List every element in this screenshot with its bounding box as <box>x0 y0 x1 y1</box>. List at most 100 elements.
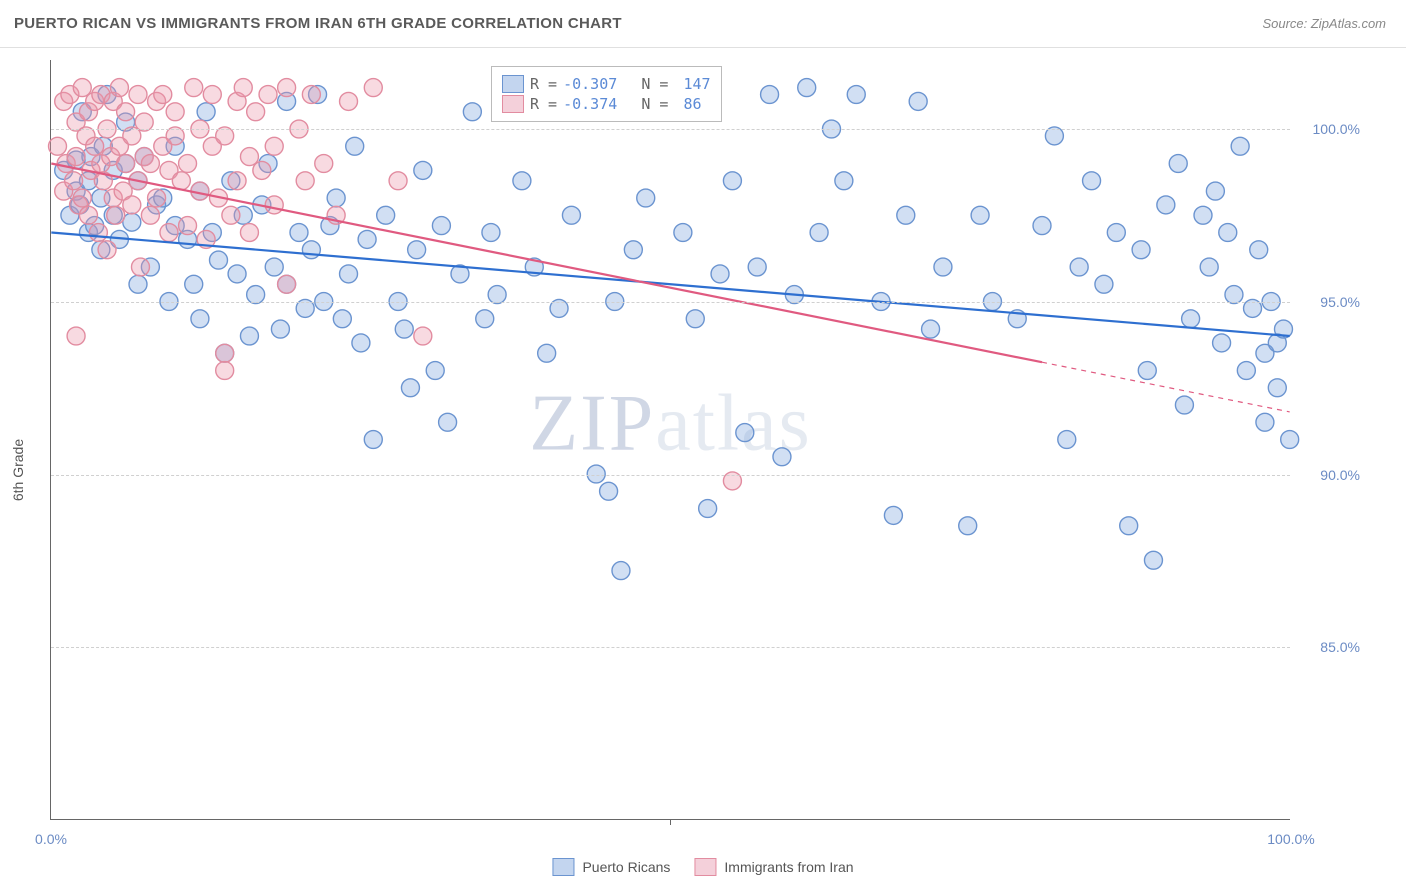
data-point <box>364 79 382 97</box>
legend-item: Immigrants from Iran <box>694 858 853 876</box>
data-point <box>340 265 358 283</box>
data-point <box>377 206 395 224</box>
data-point <box>1206 182 1224 200</box>
data-point <box>191 310 209 328</box>
data-point <box>482 224 500 242</box>
legend-item: Puerto Ricans <box>552 858 670 876</box>
data-point <box>847 86 865 104</box>
data-point <box>333 310 351 328</box>
data-point <box>959 517 977 535</box>
data-point <box>185 275 203 293</box>
data-point <box>736 424 754 442</box>
data-point <box>1219 224 1237 242</box>
data-point <box>203 86 221 104</box>
gridline <box>51 302 1290 303</box>
y-tick-label: 90.0% <box>1300 467 1360 483</box>
trend-line <box>51 164 1042 363</box>
data-point <box>711 265 729 283</box>
data-point <box>1033 217 1051 235</box>
data-point <box>141 155 159 173</box>
legend-swatch <box>502 75 524 93</box>
data-point <box>1083 172 1101 190</box>
y-tick-label: 95.0% <box>1300 294 1360 310</box>
data-point <box>1213 334 1231 352</box>
stat-label-r: R = <box>530 95 557 113</box>
source-credit: Source: ZipAtlas.com <box>1262 16 1386 31</box>
stat-label-n: N = <box>623 95 668 113</box>
data-point <box>1250 241 1268 259</box>
data-point <box>315 155 333 173</box>
data-point <box>123 213 141 231</box>
data-point <box>358 230 376 248</box>
data-point <box>265 137 283 155</box>
data-point <box>160 224 178 242</box>
data-point <box>240 224 258 242</box>
data-point <box>228 172 246 190</box>
data-point <box>897 206 915 224</box>
data-point <box>228 265 246 283</box>
data-point <box>265 196 283 214</box>
gridline <box>51 475 1290 476</box>
data-point <box>1107 224 1125 242</box>
data-point <box>117 103 135 121</box>
legend-label: Immigrants from Iran <box>724 859 853 875</box>
data-point <box>1058 431 1076 449</box>
y-tick-label: 85.0% <box>1300 639 1360 655</box>
data-point <box>389 172 407 190</box>
data-point <box>216 362 234 380</box>
stat-value-n: 86 <box>674 95 701 113</box>
data-point <box>166 103 184 121</box>
x-tick-label: 0.0% <box>35 831 67 847</box>
y-tick-label: 100.0% <box>1300 121 1360 137</box>
stats-legend-row: R = -0.307 N = 147 <box>502 75 711 93</box>
data-point <box>395 320 413 338</box>
data-point <box>1144 551 1162 569</box>
data-point <box>222 206 240 224</box>
stat-label-r: R = <box>530 75 557 93</box>
data-point <box>302 241 320 259</box>
stats-legend-row: R = -0.374 N = 86 <box>502 95 711 113</box>
data-point <box>1132 241 1150 259</box>
data-point <box>1120 517 1138 535</box>
data-point <box>513 172 531 190</box>
data-point <box>253 161 271 179</box>
data-point <box>414 161 432 179</box>
stat-label-n: N = <box>623 75 668 93</box>
chart-title: PUERTO RICAN VS IMMIGRANTS FROM IRAN 6TH… <box>14 15 622 32</box>
data-point <box>247 103 265 121</box>
data-point <box>364 431 382 449</box>
data-point <box>98 241 116 259</box>
data-point <box>210 251 228 269</box>
legend-label: Puerto Ricans <box>582 859 670 875</box>
data-point <box>67 327 85 345</box>
data-point <box>179 155 197 173</box>
y-axis-label: 6th Grade <box>10 439 26 501</box>
gridline <box>51 129 1290 130</box>
data-point <box>67 148 85 166</box>
data-point <box>49 137 67 155</box>
data-point <box>117 155 135 173</box>
legend-swatch <box>694 858 716 876</box>
data-point <box>612 562 630 580</box>
data-point <box>1138 362 1156 380</box>
data-point <box>835 172 853 190</box>
data-point <box>197 103 215 121</box>
data-point <box>748 258 766 276</box>
plot-region: ZIPatlas 85.0%90.0%95.0%100.0% 0.0%100.0… <box>50 60 1290 820</box>
data-point <box>798 79 816 97</box>
legend-swatch <box>552 858 574 876</box>
data-point <box>773 448 791 466</box>
data-point <box>302 86 320 104</box>
data-point <box>1256 413 1274 431</box>
data-point <box>278 79 296 97</box>
data-point <box>129 86 147 104</box>
data-point <box>686 310 704 328</box>
data-point <box>1157 196 1175 214</box>
data-point <box>408 241 426 259</box>
data-point <box>1281 431 1299 449</box>
stat-value-n: 147 <box>674 75 710 93</box>
data-point <box>234 79 252 97</box>
gridline <box>51 647 1290 648</box>
data-point <box>346 137 364 155</box>
series-legend: Puerto Ricans Immigrants from Iran <box>552 858 853 876</box>
